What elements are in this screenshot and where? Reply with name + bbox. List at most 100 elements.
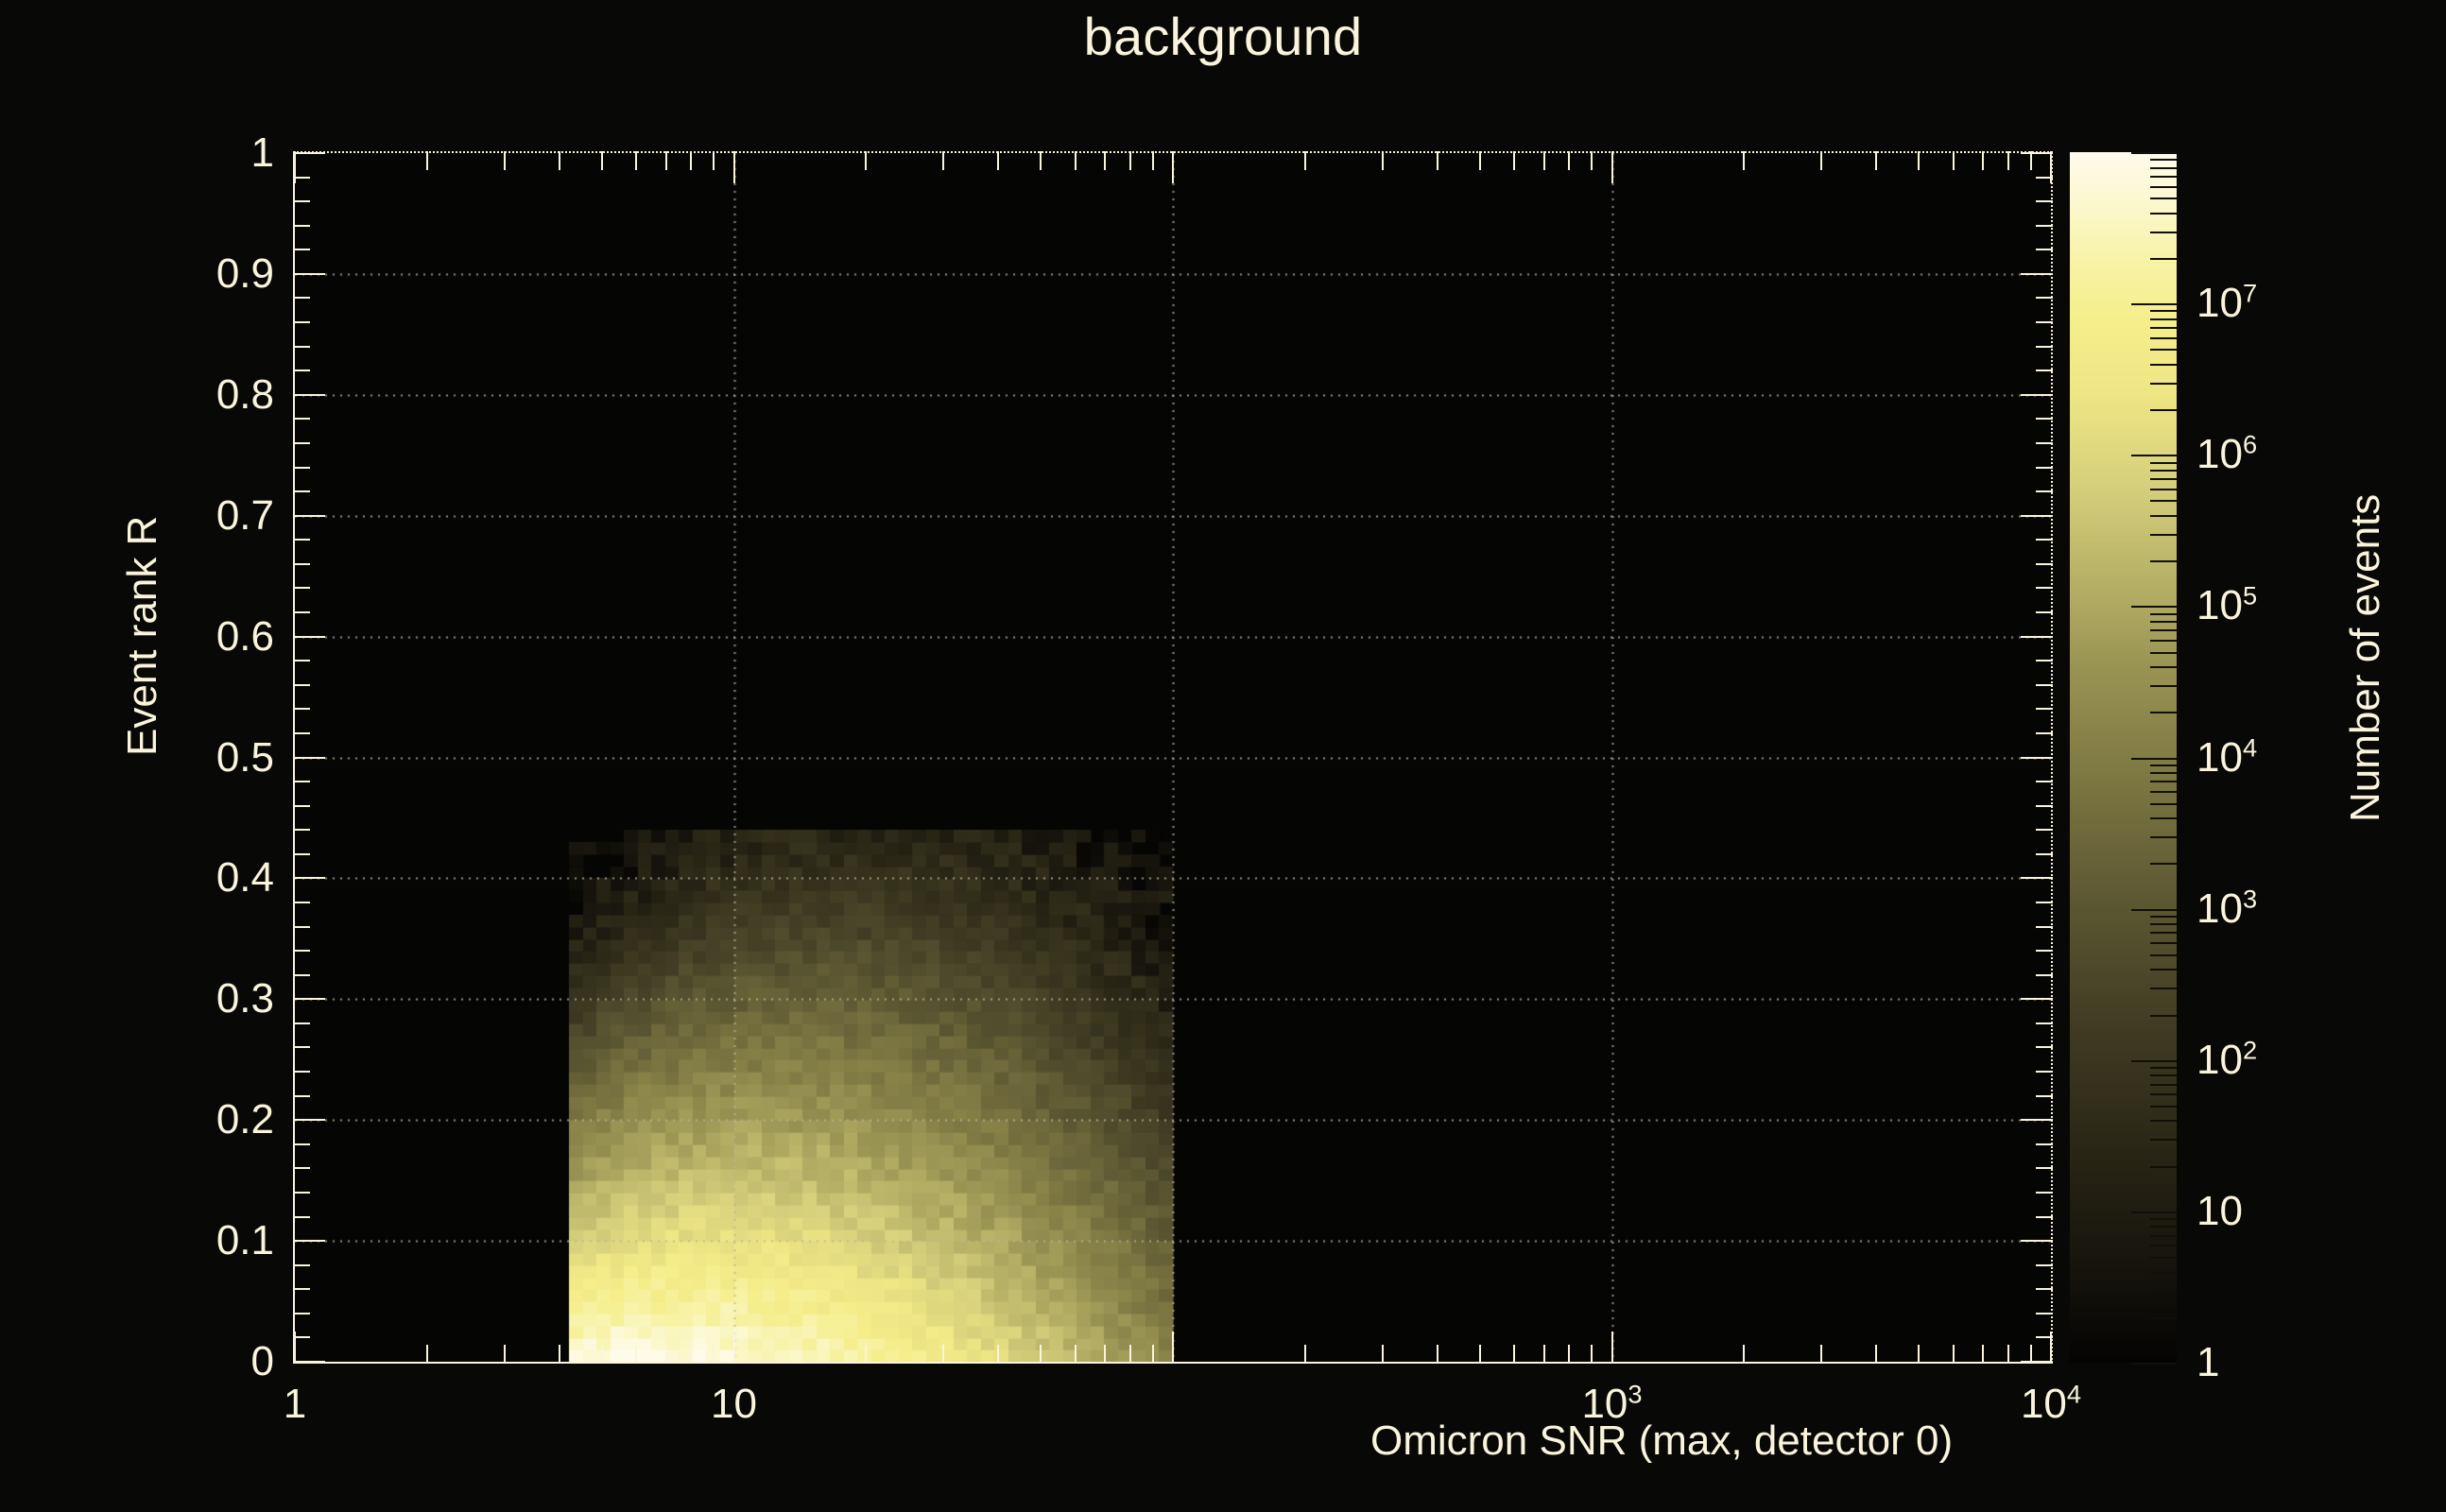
colorbar-minor-tick bbox=[2150, 1084, 2177, 1086]
colorbar-gradient bbox=[2070, 152, 2177, 1363]
colorbar-minor-tick bbox=[2150, 942, 2177, 944]
colorbar-minor-tick bbox=[2150, 213, 2177, 215]
colorbar-minor-tick bbox=[2150, 560, 2177, 562]
x-tick-mantissa: 10 bbox=[1581, 1381, 1628, 1427]
x-tick-label: 104 bbox=[2021, 1381, 2081, 1428]
y-tick-label: 0.2 bbox=[215, 1096, 274, 1143]
colorbar-minor-tick bbox=[2150, 781, 2177, 782]
colorbar-major-tick bbox=[2131, 758, 2177, 760]
colorbar-minor-tick bbox=[2150, 652, 2177, 654]
colorbar-minor-tick bbox=[2150, 258, 2177, 260]
colorbar-minor-tick bbox=[2150, 310, 2177, 312]
colorbar-minor-tick bbox=[2150, 159, 2177, 161]
y-tick-label: 0 bbox=[250, 1338, 274, 1384]
y-tick-label: 0.5 bbox=[215, 733, 274, 781]
colorbar-minor-tick bbox=[2150, 1093, 2177, 1095]
colorbar-minor-tick bbox=[2150, 364, 2177, 366]
colorbar-minor-tick bbox=[2150, 1139, 2177, 1141]
colorbar-minor-tick bbox=[2150, 349, 2177, 351]
y-tick-label: 0.1 bbox=[215, 1217, 274, 1264]
colorbar-tick-label: 1 bbox=[2196, 1339, 2220, 1385]
colorbar-minor-tick bbox=[2150, 863, 2177, 865]
x-tick-mantissa: 10 bbox=[2020, 1381, 2067, 1427]
y-tick-label: 0.7 bbox=[215, 491, 274, 539]
colorbar-minor-tick bbox=[2150, 1235, 2177, 1237]
colorbar-minor-tick bbox=[2150, 803, 2177, 805]
colorbar-major-tick bbox=[2131, 909, 2177, 911]
x-tick-label: 1 bbox=[283, 1381, 307, 1427]
colorbar-minor-tick bbox=[2150, 167, 2177, 169]
colorbar-label-mantissa: 10 bbox=[2196, 885, 2243, 932]
colorbar-minor-tick bbox=[2150, 765, 2177, 766]
colorbar-minor-tick bbox=[2150, 1166, 2177, 1168]
y-tick-label: 0.6 bbox=[215, 612, 274, 660]
colorbar-label-mantissa: 10 bbox=[2196, 1036, 2243, 1083]
colorbar-minor-tick bbox=[2150, 1291, 2177, 1293]
colorbar-minor-tick bbox=[2150, 470, 2177, 472]
colorbar-minor-tick bbox=[2150, 534, 2177, 536]
colorbar-minor-tick bbox=[2150, 1015, 2177, 1017]
colorbar-minor-tick bbox=[2150, 409, 2177, 411]
x-tick-exponent: 4 bbox=[2066, 1379, 2082, 1409]
colorbar-label-exponent: 5 bbox=[2242, 580, 2258, 610]
y-tick-label: 0.3 bbox=[215, 975, 274, 1022]
colorbar-minor-tick bbox=[2150, 969, 2177, 971]
colorbar-tick-label: 103 bbox=[2196, 885, 2257, 933]
colorbar-label-exponent: 4 bbox=[2242, 731, 2258, 762]
colorbar-major-tick bbox=[2131, 1060, 2177, 1062]
x-tick-exponent: 3 bbox=[1628, 1379, 1643, 1409]
colorbar-minor-tick bbox=[2150, 916, 2177, 918]
colorbar-major-tick bbox=[2131, 455, 2177, 456]
colorbar-major-tick bbox=[2131, 1211, 2177, 1213]
colorbar-tick-label: 106 bbox=[2196, 431, 2257, 478]
colorbar-minor-tick bbox=[2150, 327, 2177, 329]
colorbar-tick-label: 102 bbox=[2196, 1037, 2257, 1084]
colorbar-label-exponent: 6 bbox=[2242, 429, 2258, 459]
colorbar-minor-tick bbox=[2150, 1226, 2177, 1228]
colorbar-minor-tick bbox=[2150, 629, 2177, 631]
colorbar-minor-tick bbox=[2150, 1245, 2177, 1246]
colorbar-minor-tick bbox=[2150, 836, 2177, 838]
colorbar-minor-tick bbox=[2150, 817, 2177, 819]
colorbar-label-exponent: 3 bbox=[2242, 883, 2258, 913]
colorbar-minor-tick bbox=[2150, 988, 2177, 989]
x-tick-label: 10 bbox=[711, 1381, 757, 1427]
colorbar-minor-tick bbox=[2150, 318, 2177, 320]
colorbar-label-mantissa: 10 bbox=[2196, 431, 2243, 478]
colorbar-minor-tick bbox=[2150, 954, 2177, 956]
page-title: background bbox=[1083, 7, 1363, 66]
colorbar-minor-tick bbox=[2150, 1272, 2177, 1274]
colorbar-major-tick bbox=[2131, 303, 2177, 305]
colorbar-label-mantissa: 10 bbox=[2196, 280, 2243, 327]
colorbar-minor-tick bbox=[2150, 1106, 2177, 1108]
y-tick-label: 0.8 bbox=[215, 370, 274, 418]
colorbar-minor-tick bbox=[2150, 712, 2177, 713]
colorbar-label-exponent: 7 bbox=[2242, 278, 2258, 308]
colorbar-minor-tick bbox=[2150, 500, 2177, 502]
colorbar-minor-tick bbox=[2150, 932, 2177, 934]
colorbar-minor-tick bbox=[2150, 685, 2177, 687]
colorbar-minor-tick bbox=[2150, 489, 2177, 490]
colorbar-minor-tick bbox=[2150, 791, 2177, 793]
colorbar-minor-tick bbox=[2150, 515, 2177, 517]
colorbar-minor-tick bbox=[2150, 772, 2177, 774]
histogram-image bbox=[295, 153, 2051, 1362]
colorbar-minor-tick bbox=[2150, 923, 2177, 925]
colorbar-title: Number of events bbox=[2342, 493, 2388, 822]
colorbar-minor-tick bbox=[2150, 666, 2177, 668]
colorbar-minor-tick bbox=[2150, 1218, 2177, 1220]
colorbar-label-exponent: 2 bbox=[2242, 1035, 2258, 1065]
colorbar-minor-tick bbox=[2150, 1074, 2177, 1076]
colorbar-minor-tick bbox=[2150, 186, 2177, 188]
colorbar bbox=[2070, 152, 2177, 1365]
x-axis-title: Omicron SNR (max, detector 0) bbox=[1370, 1418, 1954, 1464]
colorbar-major-tick bbox=[2131, 606, 2177, 608]
colorbar-minor-tick bbox=[2150, 478, 2177, 480]
colorbar-minor-tick bbox=[2150, 176, 2177, 178]
colorbar-label-mantissa: 10 bbox=[2196, 582, 2243, 629]
colorbar-minor-tick bbox=[2150, 198, 2177, 199]
colorbar-minor-tick bbox=[2150, 462, 2177, 464]
